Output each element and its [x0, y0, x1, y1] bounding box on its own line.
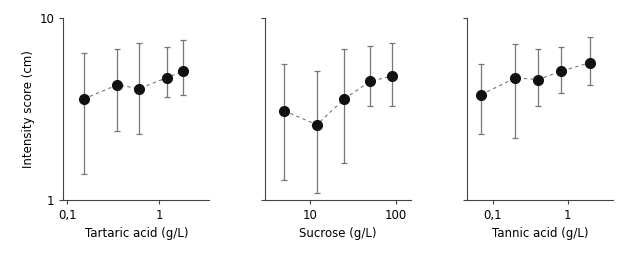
X-axis label: Sucrose (g/L): Sucrose (g/L) — [300, 227, 377, 240]
X-axis label: Tartaric acid (g/L): Tartaric acid (g/L) — [85, 227, 188, 240]
X-axis label: Tannic acid (g/L): Tannic acid (g/L) — [492, 227, 588, 240]
Y-axis label: Intensity score (cm): Intensity score (cm) — [22, 50, 35, 168]
